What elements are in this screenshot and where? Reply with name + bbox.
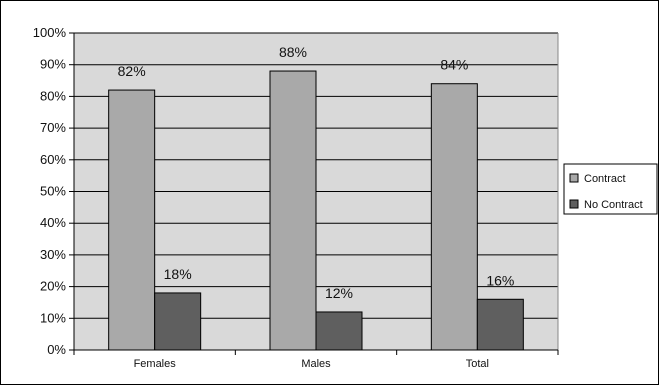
- legend-swatch: [569, 173, 579, 183]
- data-label: 18%: [164, 266, 192, 282]
- data-label: 84%: [440, 57, 468, 73]
- y-tick-label: 50%: [40, 184, 66, 199]
- legend-label: No Contract: [584, 199, 643, 211]
- y-tick-label: 90%: [40, 57, 66, 72]
- bar-no-contract-total: [476, 298, 524, 351]
- bar-no-contract-males: [315, 311, 363, 351]
- legend-swatch: [569, 199, 579, 209]
- x-tick-label: Total: [466, 358, 489, 370]
- y-tick-label: 40%: [40, 215, 66, 230]
- bar-contract-females: [108, 89, 156, 351]
- data-label: 88%: [279, 44, 307, 60]
- y-tick-label: 10%: [40, 310, 66, 325]
- y-tick-label: 30%: [40, 247, 66, 262]
- y-tick-label: 20%: [40, 279, 66, 294]
- bar-contract-total: [430, 83, 478, 351]
- y-tick-label: 70%: [40, 120, 66, 135]
- y-tick-label: 60%: [40, 152, 66, 167]
- bar-contract-males: [269, 70, 317, 351]
- legend-label: Contract: [584, 173, 626, 185]
- data-label: 12%: [325, 285, 353, 301]
- y-tick-label: 100%: [33, 25, 67, 40]
- x-tick-label: Females: [134, 358, 177, 370]
- data-label: 82%: [118, 63, 146, 79]
- y-tick-label: 80%: [40, 88, 66, 103]
- x-tick-label: Males: [301, 358, 331, 370]
- bar-no-contract-females: [154, 292, 202, 351]
- legend: [563, 163, 658, 215]
- data-label: 16%: [486, 272, 514, 288]
- y-tick-label: 0%: [47, 342, 66, 357]
